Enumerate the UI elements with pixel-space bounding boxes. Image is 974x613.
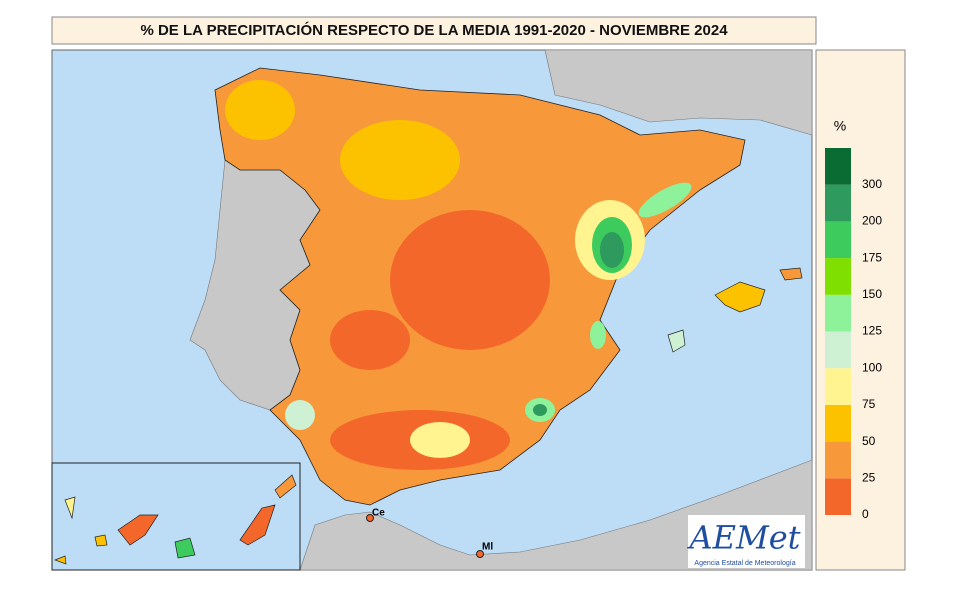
dry-area [390, 210, 550, 350]
legend-swatch [825, 184, 851, 222]
legend-label: 0 [862, 507, 869, 521]
island [174, 537, 196, 559]
africa [299, 459, 813, 571]
wet-area [410, 422, 470, 458]
island [94, 534, 108, 547]
legend-swatch [825, 148, 851, 185]
legend-swatch [825, 404, 851, 442]
legend-swatch [825, 221, 851, 259]
wet-area [600, 232, 624, 268]
wet-area [638, 182, 692, 218]
legend-swatch [825, 331, 851, 369]
legend-label: 125 [862, 324, 882, 338]
moderate-area [225, 80, 295, 140]
city-marker [366, 514, 374, 522]
france [544, 49, 813, 136]
legend-swatch [825, 258, 851, 295]
precipitation-areas [225, 80, 692, 470]
wet-area [590, 321, 606, 349]
map: Ce Ml AEMet Agencia Estatal de Meteorolo… [51, 49, 813, 571]
legend-label: 25 [862, 470, 876, 484]
island [239, 504, 276, 546]
city-label: Ce [372, 508, 385, 519]
island [117, 514, 159, 546]
mallorca [714, 281, 766, 313]
moderate-area [340, 120, 460, 200]
canary-islands [54, 474, 297, 565]
legend-label: 100 [862, 360, 882, 374]
legend-unit: % [834, 118, 846, 134]
legend-label: 175 [862, 250, 882, 264]
wet-area [533, 404, 547, 416]
logo-box [688, 515, 805, 568]
legend-swatch [825, 294, 851, 332]
legend-label: 150 [862, 287, 882, 301]
legend-label: 300 [862, 177, 882, 191]
legend-swatch [825, 441, 851, 479]
legend-label: 200 [862, 214, 882, 228]
title-box [51, 16, 817, 45]
city-label: Ml [482, 542, 493, 553]
dry-area [330, 310, 410, 370]
logo: AEMet [686, 519, 800, 557]
legend-label: 50 [862, 434, 876, 448]
logo-subtitle: Agencia Estatal de Meteorología [694, 560, 795, 567]
ibiza [667, 329, 686, 353]
island [274, 474, 297, 499]
city-marker [476, 550, 484, 558]
wet-area [285, 400, 315, 430]
legend-swatch [825, 368, 851, 405]
island [64, 496, 76, 520]
menorca [779, 267, 803, 281]
legend-swatch [825, 478, 851, 515]
island [54, 555, 67, 565]
title: % DE LA PRECIPITACIÓN RESPECTO DE LA MED… [140, 21, 728, 39]
legend-label: 75 [862, 397, 876, 411]
legend: % 0 25 50 75 100 125 150 175 200 300 [815, 49, 906, 571]
